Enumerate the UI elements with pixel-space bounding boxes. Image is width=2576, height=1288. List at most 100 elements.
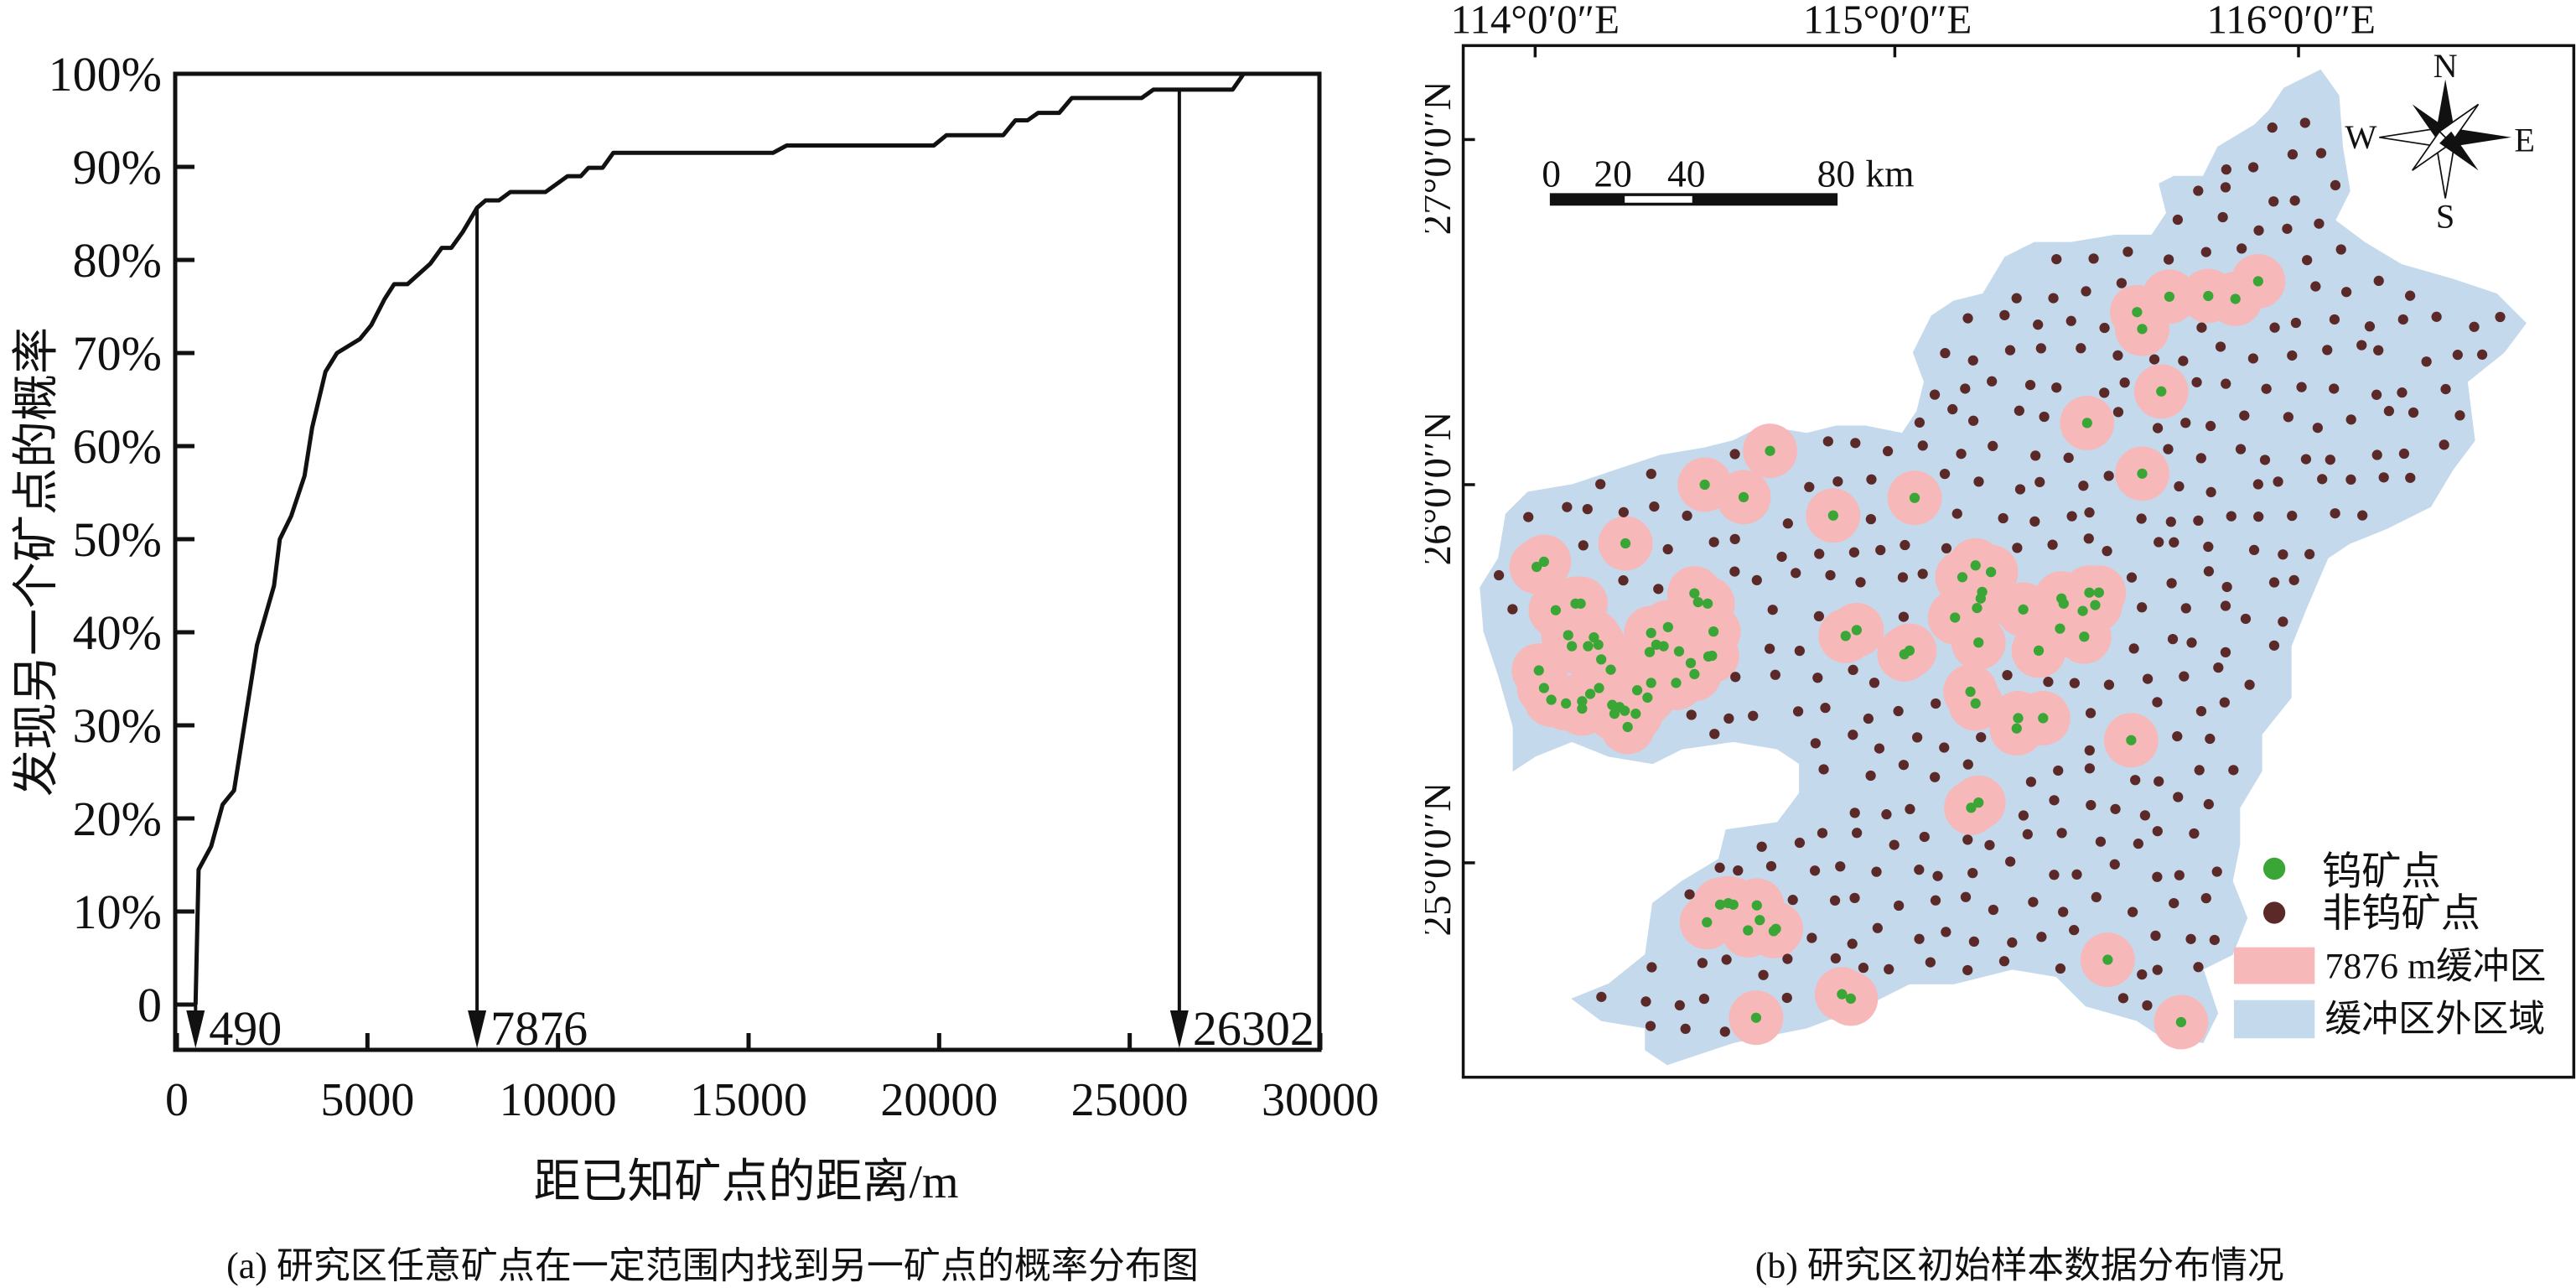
non-tungsten-point [1855, 577, 1866, 588]
y-axis-title: 发现另一个矿点的概率 [11, 327, 63, 797]
non-tungsten-point [1968, 936, 1980, 948]
non-tungsten-point [1874, 743, 1885, 754]
x-tick-label: 30000 [1262, 1074, 1379, 1126]
non-tungsten-point [2287, 510, 2298, 522]
non-tungsten-point [2056, 828, 2067, 839]
non-tungsten-point [2228, 765, 2239, 776]
non-tungsten-point [1640, 996, 1651, 1007]
study-area-map: 114°0′0″E 115°0′0″E 116°0′0″E 27°0′0″N 2… [1425, 0, 2576, 1286]
tungsten-point [2230, 293, 2241, 304]
non-tungsten-point [1947, 403, 1958, 415]
tungsten-point [2132, 307, 2143, 318]
non-tungsten-point [2259, 454, 2271, 465]
non-tungsten-point [2440, 383, 2451, 395]
tungsten-point [1583, 641, 1594, 652]
non-tungsten-point [2289, 195, 2300, 206]
non-tungsten-point [1900, 539, 1910, 551]
tungsten-point [1904, 645, 1915, 657]
non-tungsten-point [2084, 763, 2096, 774]
non-tungsten-point [2130, 775, 2141, 786]
non-tungsten-point [1781, 992, 1792, 1004]
non-tungsten-point [2371, 449, 2382, 460]
tungsten-point [1707, 650, 1718, 662]
non-tungsten-point [2103, 679, 2115, 690]
non-tungsten-point [2304, 548, 2315, 560]
annotation-label: 26302 [1193, 1001, 1314, 1056]
non-tungsten-point [1999, 309, 2010, 321]
legend-non-tungsten-swatch [2262, 901, 2286, 924]
tungsten-point [1699, 479, 1710, 491]
compass-e: E [2514, 121, 2535, 158]
non-tungsten-point [2221, 164, 2231, 175]
non-tungsten-point [2330, 179, 2341, 191]
compass-s: S [2436, 198, 2454, 236]
annotation-label: 7876 [490, 1001, 588, 1056]
non-tungsten-point [2193, 515, 2204, 527]
scale-label-80: 80 [1817, 152, 1856, 195]
non-tungsten-point [1848, 664, 1858, 676]
non-tungsten-point [2137, 602, 2148, 613]
non-tungsten-point [2152, 871, 2163, 882]
non-tungsten-point [2173, 792, 2184, 802]
non-tungsten-point [1930, 895, 1941, 906]
tungsten-point [1646, 678, 1656, 688]
non-tungsten-point [2282, 223, 2293, 234]
tungsten-point [1950, 612, 1961, 623]
probability-line [193, 71, 1320, 1005]
non-tungsten-point [2048, 293, 2059, 304]
non-tungsten-point [1776, 551, 1787, 563]
annotation-arrow-icon [1169, 1010, 1189, 1048]
tungsten-point [2137, 468, 2148, 479]
tungsten-point [2203, 290, 2214, 302]
tungsten-point [2011, 723, 2022, 734]
non-tungsten-point [1562, 501, 1573, 512]
non-tungsten-point [1919, 831, 1930, 843]
non-tungsten-point [2018, 810, 2029, 821]
non-tungsten-point [2033, 319, 2044, 330]
non-tungsten-point [2397, 387, 2408, 398]
non-tungsten-point [1507, 604, 1518, 615]
non-tungsten-point [1794, 837, 1806, 849]
non-tungsten-point [1931, 698, 1941, 709]
non-tungsten-point [2239, 410, 2250, 421]
non-tungsten-point [2012, 543, 2023, 553]
lon-label-116: 116°0′0″E [2207, 0, 2376, 42]
non-tungsten-point [1765, 860, 1777, 872]
non-tungsten-point [2039, 411, 2050, 423]
non-tungsten-point [2169, 537, 2179, 548]
non-tungsten-point [2112, 350, 2123, 361]
non-tungsten-point [1829, 895, 1841, 906]
probability-chart: 0 10% 20% 30% 40% 50% 60% 70% 80% 90% 100% 0 5000 100… [11, 47, 1379, 1286]
non-tungsten-point [2024, 379, 2036, 391]
non-tungsten-point [2078, 480, 2089, 491]
non-tungsten-point [2220, 182, 2231, 193]
non-tungsten-point [2235, 444, 2247, 454]
non-tungsten-point [1976, 732, 1987, 743]
non-tungsten-point [2025, 776, 2037, 787]
non-tungsten-point [2081, 286, 2091, 297]
non-tungsten-point [2152, 697, 2163, 708]
non-tungsten-point [1988, 440, 1998, 452]
non-tungsten-point [2196, 322, 2207, 333]
y-tick-label: 20% [73, 792, 162, 846]
map-caption: (b) 研究区初始样本数据分布情况 [1755, 1245, 2284, 1286]
tungsten-point [2156, 386, 2167, 397]
non-tungsten-point [2069, 925, 2080, 936]
non-tungsten-point [2398, 448, 2410, 460]
non-tungsten-point [1914, 417, 1926, 428]
non-tungsten-point [2150, 930, 2161, 942]
non-tungsten-point [2047, 539, 2058, 550]
non-tungsten-point [1814, 548, 1825, 559]
non-tungsten-point [2154, 776, 2164, 787]
non-tungsten-point [1835, 861, 1846, 872]
non-tungsten-point [1708, 537, 1719, 548]
non-tungsten-point [2200, 247, 2211, 257]
non-tungsten-point [1645, 1021, 1656, 1031]
non-tungsten-point [1847, 938, 1858, 949]
non-tungsten-point [2357, 510, 2368, 521]
tungsten-point [1673, 646, 1685, 657]
non-tungsten-point [1939, 468, 1951, 480]
non-tungsten-point [2195, 453, 2206, 464]
non-tungsten-points [1493, 117, 2506, 1037]
lon-label-114: 114°0′0″E [1451, 0, 1620, 42]
